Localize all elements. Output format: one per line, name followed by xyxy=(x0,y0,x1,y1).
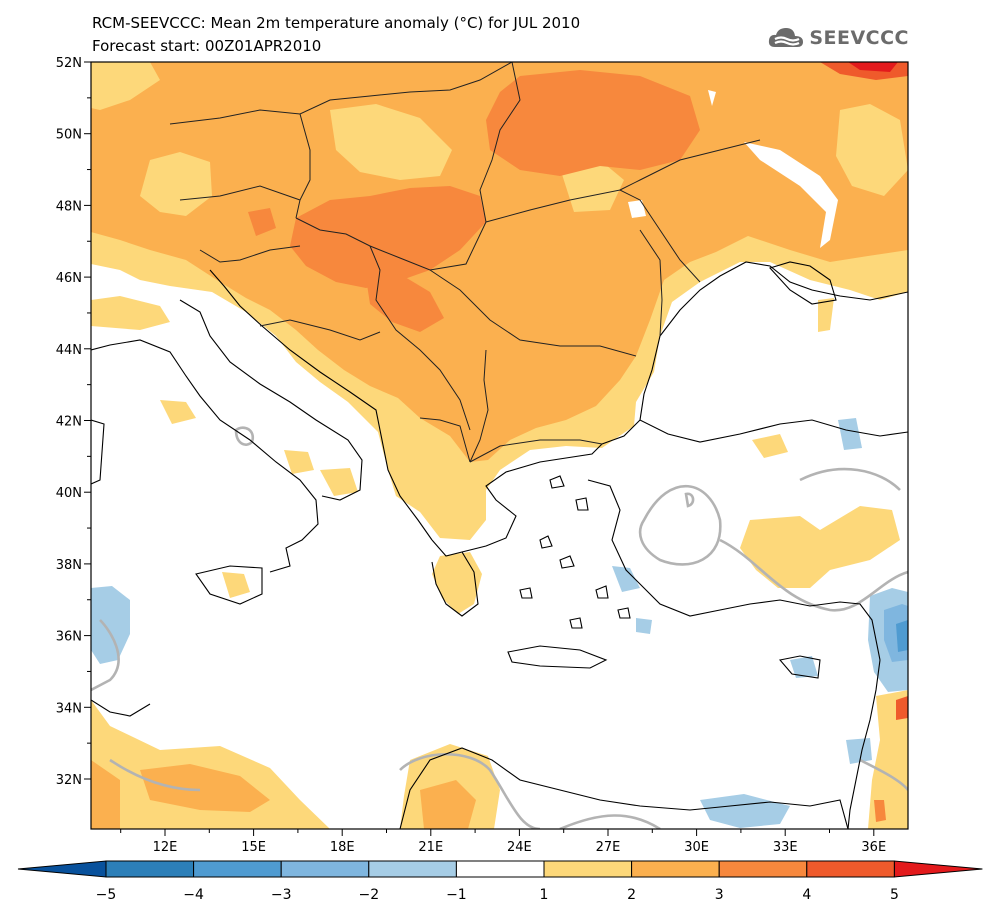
lat-label: 34N xyxy=(56,701,82,716)
anomaly-1-2-region xyxy=(560,160,624,212)
colorbar-label: −2 xyxy=(358,887,379,903)
lon-label: 21E xyxy=(418,840,443,855)
anomaly-neg-1-2-region xyxy=(612,566,640,592)
cloud-icon xyxy=(769,28,804,47)
anomaly-3-4-region xyxy=(91,790,104,829)
anomaly-neg-1-2-region xyxy=(790,656,818,678)
lon-label: 36E xyxy=(861,840,886,855)
anomaly-3-4-region xyxy=(248,208,276,236)
colorbar-label: 1 xyxy=(540,887,549,903)
longitude-axis: 12E 15E 18E 21E 24E 27E 30E 33E 36E xyxy=(120,829,886,855)
anomaly-neg-1-2-region xyxy=(700,794,790,828)
lat-label: 48N xyxy=(56,199,82,214)
colorbar-label: 4 xyxy=(802,887,811,903)
colorbar-segment xyxy=(368,860,457,878)
anomaly-1-2-region xyxy=(752,434,788,458)
anomaly-field xyxy=(91,62,908,829)
anomaly-neg-1-2-region xyxy=(846,738,872,764)
lat-label: 42N xyxy=(56,415,82,430)
map-title: RCM-SEEVCCC: Mean 2m temperature anomaly… xyxy=(92,14,581,32)
anomaly-1-2-region xyxy=(91,296,170,330)
anomaly-1-2-region xyxy=(222,572,250,598)
colorbar-right-arrow xyxy=(893,860,983,878)
lat-label: 38N xyxy=(56,558,82,573)
lon-label: 27E xyxy=(596,840,621,855)
anomaly-neg-1-2-region xyxy=(868,588,908,692)
lat-label: 32N xyxy=(56,773,82,788)
lon-label: 30E xyxy=(684,840,709,855)
anomaly-1-2-region xyxy=(432,552,482,614)
colorbar-label: −5 xyxy=(96,887,117,903)
seevccc-logo: SEEVCCC xyxy=(767,25,909,51)
colorbar-label: 3 xyxy=(715,887,724,903)
anomaly-1-2-region xyxy=(836,104,908,196)
lat-label: 50N xyxy=(56,128,82,143)
logo-text: SEEVCCC xyxy=(809,27,909,49)
forecast-start-label: Forecast start: 00Z01APR2010 xyxy=(92,37,322,55)
anomaly-1-2-region xyxy=(91,700,330,829)
latitude-axis: 52N 50N 48N 46N 44N 42N 40N 38N 36N 34N 32N xyxy=(56,56,91,788)
colorbar-segment xyxy=(193,860,282,878)
lat-label: 36N xyxy=(56,630,82,645)
anomaly-neg-1-2-region xyxy=(91,586,130,664)
anomaly-2-3-region xyxy=(91,760,120,829)
lat-label: 52N xyxy=(56,56,82,71)
anomaly-neg-1-2-region xyxy=(838,418,862,450)
lon-label: 24E xyxy=(507,840,532,855)
lat-label: 40N xyxy=(56,486,82,501)
anomaly-neg-3-4-region xyxy=(896,620,908,652)
anomaly-2-3-region xyxy=(140,764,270,812)
lon-label: 15E xyxy=(241,840,266,855)
anomaly-1-2-region xyxy=(818,298,834,332)
lat-label: 46N xyxy=(56,271,82,286)
lon-label: 12E xyxy=(153,840,178,855)
anomaly-2-3-region xyxy=(91,62,908,462)
anomaly-1-2-region xyxy=(91,62,908,540)
colorbar-label: −4 xyxy=(183,887,204,903)
anomaly-1-2-region xyxy=(284,450,314,474)
anomaly-neg-1-2-region xyxy=(636,618,652,634)
anomaly-2-3-region xyxy=(510,244,610,326)
anomaly-4-5-region xyxy=(848,62,898,72)
lat-label: 44N xyxy=(56,343,82,358)
anomaly-1-2-region xyxy=(160,400,196,424)
anomaly-3-4-region xyxy=(896,696,908,720)
anomaly-3-4-region xyxy=(290,186,486,288)
colorbar-segment xyxy=(455,860,545,878)
anomaly-3-4-region xyxy=(366,274,444,332)
colorbar-segment xyxy=(105,860,195,878)
colorbar-label: −3 xyxy=(271,887,292,903)
anomaly-1-2-region xyxy=(868,690,908,829)
anomaly-1-2-region xyxy=(740,506,900,588)
zero-contours xyxy=(91,426,908,829)
colorbar-segment xyxy=(631,860,720,878)
anomaly-3-4-region xyxy=(874,800,886,822)
colorbar-label: 2 xyxy=(627,887,636,903)
anomaly-1-2-region xyxy=(91,62,160,110)
anomaly-1-2-region xyxy=(320,468,358,496)
anomaly-2-3-region xyxy=(420,780,476,829)
anomaly-1-2-region xyxy=(400,744,500,829)
colorbar: −5 −4 −3 −2 −1 1 2 3 4 5 xyxy=(17,860,983,903)
lon-label: 18E xyxy=(330,840,355,855)
coastlines xyxy=(91,261,908,829)
anomaly-neutral-region xyxy=(744,142,838,248)
colorbar-left-arrow xyxy=(17,860,107,878)
colorbar-label: 5 xyxy=(890,887,899,903)
colorbar-label: −1 xyxy=(446,887,467,903)
anomaly-1-2-region xyxy=(140,152,212,216)
colorbar-segment xyxy=(806,860,895,878)
colorbar-segment xyxy=(718,860,808,878)
anomaly-1-2-region xyxy=(330,104,452,180)
lon-label: 33E xyxy=(773,840,798,855)
colorbar-segment xyxy=(543,860,633,878)
anomaly-3-4-region xyxy=(820,62,908,80)
anomaly-neg-2-3-region xyxy=(884,604,908,662)
anomaly-neutral-region xyxy=(708,90,716,106)
map-frame xyxy=(90,61,909,830)
colorbar-segment xyxy=(280,860,370,878)
anomaly-neutral-region xyxy=(628,200,646,218)
country-borders xyxy=(169,62,761,463)
anomaly-3-4-region xyxy=(486,70,700,176)
